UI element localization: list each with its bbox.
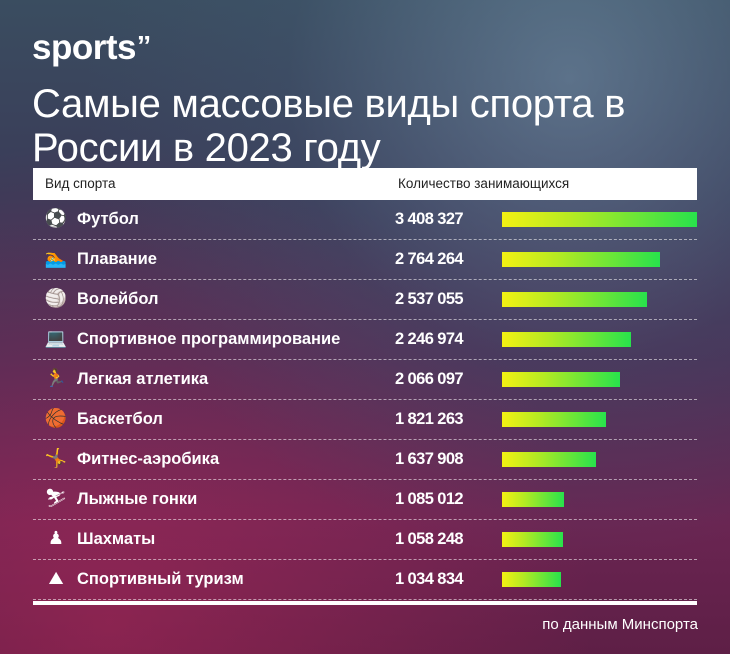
value-label: 1 821 263 [395,410,464,428]
table-header: Вид спорта Количество занимающихся [33,168,697,200]
bar [502,492,564,507]
category-label: Легкая атлетика [77,370,209,388]
source-note: по данным Минспорта [542,616,698,633]
value-label: 2 246 974 [395,330,464,348]
table-row: 🏐 Волейбол 2 537 055 [33,280,697,320]
runner-icon: 🏃 [44,368,68,389]
laptop-icon: 💻 [44,328,68,349]
category-label: Лыжные гонки [77,490,198,508]
value-label: 3 408 327 [395,210,464,228]
header-count: Количество занимающихся [398,176,570,191]
value-label: 1 085 012 [395,490,464,508]
value-label: 1 637 908 [395,450,464,468]
table-row: ⛷ Лыжные гонки 1 085 012 [33,480,697,520]
brand-mark-icon: ’’ [136,30,151,61]
swimmer-icon: 🏊 [44,248,68,269]
mountain-icon: ⛰ [48,568,64,589]
bar [502,292,647,307]
bar [502,372,620,387]
page-title: Самые массовые виды спорта в России в 20… [32,82,626,170]
bar [502,412,606,427]
category-label: Спортивное программирование [77,330,341,348]
value-label: 2 764 264 [395,250,464,268]
brand-logo: sports’’ [32,28,151,70]
table-row: 🤸 Фитнес-аэробика 1 637 908 [33,440,697,480]
value-label: 1 058 248 [395,530,464,548]
table-row: ⛰ Спортивный туризм 1 034 834 [33,560,697,600]
skier-icon: ⛷ [44,488,68,509]
category-label: Шахматы [77,530,156,548]
table-row: 🏀 Баскетбол 1 821 263 [33,400,697,440]
category-label: Фитнес-аэробика [77,450,220,468]
chess-pawn-icon: ♟ [47,528,65,549]
value-label: 2 537 055 [395,290,464,308]
bar [502,212,697,227]
table-row: 💻 Спортивное программирование 2 246 974 [33,320,697,360]
category-label: Баскетбол [77,410,163,428]
table-row: ♟ Шахматы 1 058 248 [33,520,697,560]
value-label: 1 034 834 [395,570,464,588]
table-row: 🏊 Плавание 2 764 264 [33,240,697,280]
header-sport: Вид спорта [45,176,116,191]
table-row: ⚽ Футбол 3 408 327 [33,200,697,240]
bar [502,332,631,347]
category-label: Футбол [77,210,139,228]
category-label: Плавание [77,250,157,268]
footer-divider [33,601,697,605]
category-label: Спортивный туризм [77,570,244,588]
brand-name: sports [32,28,136,67]
basketball-icon: 🏀 [44,408,68,429]
bar [502,572,561,587]
bar [502,452,596,467]
volleyball-icon: 🏐 [44,288,68,309]
bar [502,252,660,267]
soccer-ball-icon: ⚽ [44,208,68,229]
fitness-dancer-icon: 🤸 [44,448,68,469]
category-label: Волейбол [77,290,159,308]
value-label: 2 066 097 [395,370,464,388]
table-row: 🏃 Легкая атлетика 2 066 097 [33,360,697,400]
bar [502,532,563,547]
